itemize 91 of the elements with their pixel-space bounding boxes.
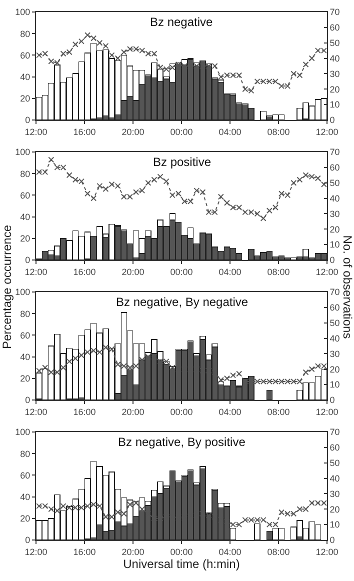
y2-tick-label: 30 (330, 488, 340, 499)
y-tick-label: 20 (20, 94, 30, 104)
y2-tick-label: 70 (330, 147, 340, 158)
x-tick-label: 16:00 (73, 406, 96, 417)
y-tick-label: 20 (20, 514, 30, 524)
chart-title: Bz positive (153, 155, 212, 169)
y2-tick-label: 30 (330, 208, 340, 219)
y-tick-label: 0 (25, 255, 30, 266)
y2-tick-label: 30 (330, 68, 340, 79)
y2-tick-label: 20 (330, 364, 340, 374)
y-tick-label: 60 (20, 50, 30, 60)
y2-tick-label: 20 (330, 504, 340, 514)
x-tick-label: 16:00 (73, 266, 96, 277)
x-tick-label: 12:00 (316, 546, 338, 557)
y2-tick-label: 70 (330, 7, 340, 18)
y2-tick-label: 30 (330, 348, 340, 359)
x-tick-label: 12:00 (24, 406, 48, 417)
y-tick-label: 0 (25, 535, 30, 546)
y-tick-label: 80 (20, 308, 30, 319)
x-tick-label: 00:00 (170, 546, 193, 557)
x-tick-label: 12:00 (24, 546, 48, 557)
y2-tick-label: 50 (330, 38, 340, 48)
y-tick-label: 60 (20, 190, 30, 200)
y2-tick-label: 10 (330, 240, 340, 250)
y-tick-label: 80 (20, 448, 30, 459)
y2-tick-label: 70 (330, 427, 340, 438)
x-tick-label: 12:00 (316, 266, 338, 277)
x-tick-label: 20:00 (122, 406, 144, 417)
x-tick-label: 16:00 (73, 126, 96, 137)
chart-title: Bz negative, By negative (116, 295, 248, 309)
y2-tick-label: 0 (330, 395, 335, 406)
y2-tick-label: 0 (330, 115, 335, 126)
y2-tick-label: 50 (330, 458, 340, 468)
y2-tick-label: 40 (330, 333, 340, 344)
x-tick-label: 00:00 (170, 406, 193, 417)
x-tick-label: 16:00 (73, 546, 96, 557)
chart-title: Bz negative, By positive (118, 435, 246, 449)
y2-tick-label: 20 (330, 84, 340, 94)
chart-title: Bz negative (150, 15, 214, 29)
y-tick-label: 80 (20, 28, 30, 39)
y-tick-label: 40 (20, 212, 30, 222)
y2-tick-label: 20 (330, 224, 340, 234)
x-tick-label: 00:00 (170, 126, 193, 137)
x-tick-label: 04:00 (218, 126, 242, 137)
y-tick-label: 40 (20, 72, 30, 82)
y2-tick-label: 10 (330, 380, 340, 390)
y2-tick-label: 70 (330, 287, 340, 298)
y2-tick-label: 60 (330, 442, 340, 453)
x-tick-label: 08:00 (267, 406, 290, 417)
y-tick-label: 100 (15, 287, 30, 298)
x-tick-label: 20:00 (122, 546, 144, 557)
x-axis-title: Universal time (h:min) (123, 556, 240, 571)
x-tick-label: 12:00 (316, 126, 338, 137)
x-tick-label: 04:00 (218, 546, 242, 557)
y-tick-label: 20 (20, 374, 30, 384)
y-tick-label: 0 (25, 395, 30, 406)
y2-tick-label: 10 (330, 520, 340, 530)
y-tick-label: 60 (20, 470, 30, 480)
y2-tick-label: 40 (330, 53, 340, 64)
y2-tick-label: 60 (330, 302, 340, 313)
x-tick-label: 08:00 (267, 546, 290, 557)
x-tick-label: 20:00 (122, 126, 144, 137)
x-tick-label: 00:00 (170, 266, 193, 277)
y2-tick-label: 0 (330, 255, 335, 266)
y2-tick-label: 50 (330, 178, 340, 188)
y2-tick-label: 50 (330, 318, 340, 328)
x-tick-label: 04:00 (218, 406, 242, 417)
y-tick-label: 100 (15, 147, 30, 158)
x-tick-label: 12:00 (24, 266, 48, 277)
y-tick-label: 80 (20, 168, 30, 179)
x-tick-label: 04:00 (218, 266, 242, 277)
x-tick-label: 12:00 (24, 126, 48, 137)
y2-axis-title: No. of observations (340, 235, 354, 339)
y2-tick-label: 60 (330, 162, 340, 173)
y-tick-label: 100 (15, 7, 30, 18)
y-tick-label: 0 (25, 115, 30, 126)
y2-tick-label: 0 (330, 535, 335, 546)
x-tick-label: 12:00 (316, 406, 338, 417)
y2-tick-label: 60 (330, 22, 340, 33)
y2-tick-label: 40 (330, 473, 340, 484)
x-tick-label: 20:00 (122, 266, 144, 277)
y2-tick-label: 40 (330, 193, 340, 204)
x-tick-label: 08:00 (267, 126, 290, 137)
y-tick-label: 100 (15, 427, 30, 438)
y-axis-title: Percentage occurrence (0, 224, 14, 350)
x-tick-label: 08:00 (267, 266, 290, 277)
y2-tick-label: 10 (330, 100, 340, 110)
y-tick-label: 60 (20, 330, 30, 340)
y-tick-label: 20 (20, 234, 30, 244)
y-tick-label: 40 (20, 352, 30, 362)
y-tick-label: 40 (20, 492, 30, 502)
